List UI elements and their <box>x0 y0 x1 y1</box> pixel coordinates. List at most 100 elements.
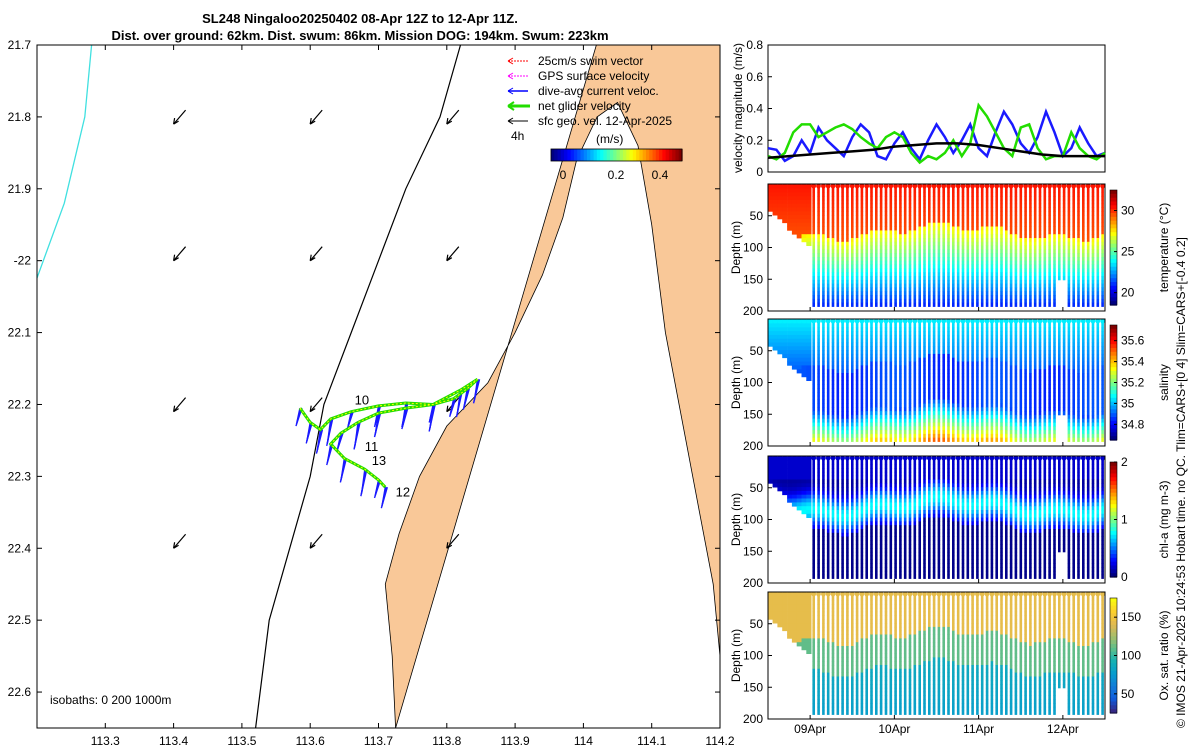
heatmap-cell <box>995 338 998 343</box>
heatmap-cell <box>966 268 970 273</box>
heatmap-cell <box>1096 249 1100 254</box>
heatmap-cell <box>908 268 912 273</box>
heatmap-cell <box>1091 276 1095 281</box>
heatmap-cell <box>860 302 864 307</box>
heatmap-cell <box>908 334 912 340</box>
heatmap-cell <box>1096 357 1100 362</box>
heatmap-cell <box>1019 291 1023 296</box>
heatmap-cell <box>928 188 931 193</box>
heatmap-cell <box>961 245 965 250</box>
heatmap-cell <box>1038 373 1042 378</box>
heatmap-cell <box>1043 215 1047 220</box>
heatmap-cell <box>841 388 844 393</box>
heatmap-cell <box>884 199 888 205</box>
heatmap-surface-dot <box>1100 318 1105 324</box>
heatmap-cell <box>1024 241 1027 247</box>
heatmap-cell <box>1043 430 1047 435</box>
heatmap-colorbar-segment <box>1110 325 1117 330</box>
heatmap-cell <box>801 203 807 208</box>
heatmap-cell <box>1082 253 1085 258</box>
heatmap-cell <box>855 342 859 347</box>
heatmap-cell <box>1053 291 1056 296</box>
heatmap-cell <box>923 272 926 277</box>
heatmap-cell <box>899 380 902 385</box>
heatmap-cell <box>1009 260 1013 266</box>
heatmap-cell <box>985 260 989 266</box>
heatmap-cell <box>903 226 907 231</box>
heatmap-surface-dot <box>821 455 826 461</box>
heatmap-cell <box>851 521 854 526</box>
heatmap-cell <box>985 369 989 374</box>
heatmap-cell <box>976 203 979 208</box>
heatmap-cell <box>908 230 912 235</box>
heatmap-cell <box>782 203 788 208</box>
heatmap-cell <box>870 196 873 201</box>
heatmap-cell <box>913 218 917 224</box>
heatmap-cell <box>1096 253 1100 258</box>
heatmap-cell <box>903 295 907 300</box>
heatmap-cell <box>942 218 945 224</box>
heatmap-cell <box>928 399 931 404</box>
heatmap-cell <box>865 230 868 235</box>
heatmap-cell <box>1091 241 1095 247</box>
heatmap-cell <box>1014 238 1018 243</box>
heatmap-cell <box>985 245 989 250</box>
heatmap-cell <box>980 403 984 408</box>
heatmap-cell <box>918 338 921 343</box>
heatmap-cell <box>942 361 945 366</box>
dive-current-arrow <box>448 398 457 417</box>
heatmap-cell <box>1014 257 1018 262</box>
heatmap-cell <box>1086 211 1090 216</box>
heatmap-cell <box>1072 241 1075 247</box>
heatmap-cell <box>961 249 965 254</box>
heatmap-cell <box>1096 199 1100 205</box>
heatmap-cell <box>899 211 902 216</box>
heatmap-cell <box>826 342 830 347</box>
heatmap-cell <box>831 479 835 484</box>
heatmap-cell <box>1000 426 1003 431</box>
heatmap-cell <box>952 222 955 227</box>
heatmap-cell <box>903 245 907 250</box>
heatmap-cell <box>923 350 926 355</box>
heatmap-cell <box>879 361 883 366</box>
heatmap-surface-dot <box>999 183 1004 189</box>
heatmap-cell <box>1072 376 1075 382</box>
heatmap-cell <box>985 323 989 328</box>
heatmap-cell <box>966 411 970 416</box>
heatmap-cell <box>952 392 955 397</box>
heatmap-cell <box>822 264 825 269</box>
heatmap-cell <box>956 430 960 435</box>
heatmap-cell <box>937 192 941 197</box>
heatmap-cell <box>923 196 926 201</box>
heatmap-cell <box>942 392 945 397</box>
heatmap-cell <box>831 353 835 359</box>
heatmap-cell <box>889 283 893 288</box>
heatmap-cell <box>932 245 936 250</box>
heatmap-cell <box>1038 323 1042 328</box>
heatmap-cell <box>1005 207 1008 212</box>
heatmap-cell <box>995 279 998 285</box>
heatmap-cell <box>908 353 912 359</box>
heatmap-cell <box>1067 418 1071 423</box>
heatmap-cell <box>826 215 830 220</box>
heatmap-cell <box>879 268 883 273</box>
heatmap-cell <box>841 245 844 250</box>
heatmap-cell <box>966 376 970 382</box>
heatmap-cell <box>956 384 960 389</box>
heatmap-cell <box>851 502 854 507</box>
heatmap-cell <box>918 257 921 262</box>
heatmap-cell <box>980 407 984 412</box>
heatmap-cell <box>952 346 955 351</box>
heatmap-cell <box>990 376 994 382</box>
heatmap-cell <box>1048 257 1051 262</box>
heatmap-cell <box>990 323 994 328</box>
heatmap-cell <box>1005 414 1008 420</box>
heatmap-cell <box>1043 426 1047 431</box>
heatmap-cell <box>1072 222 1075 227</box>
heatmap-cell <box>1077 380 1080 385</box>
heatmap-cell <box>971 373 974 378</box>
heatmap-cell <box>875 276 878 281</box>
heatmap-cell <box>826 490 830 496</box>
heatmap-cell <box>1019 414 1023 420</box>
heatmap-cell <box>879 230 883 235</box>
